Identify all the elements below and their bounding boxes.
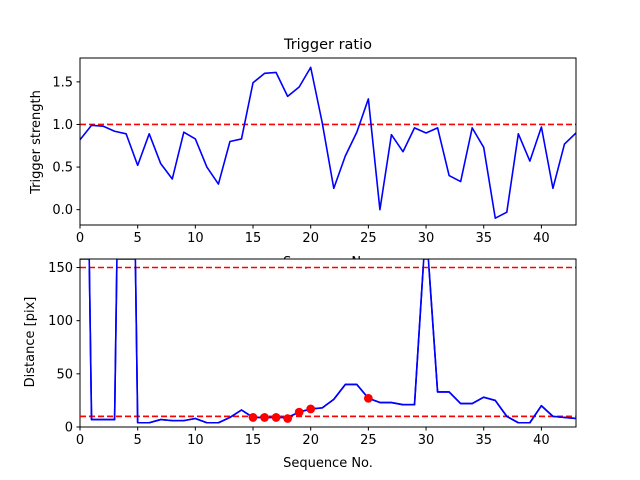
top-chart-ticks: 0 5 10 15 20 25 30 35 40 0.0 0.5 1.0 1.5 [52, 75, 549, 246]
top-chart-title: Trigger ratio [283, 37, 372, 53]
bottom-chart-x-axis-label: Sequence No. [283, 456, 373, 471]
bottom-data-point-1-overlay [260, 413, 269, 422]
bottom-data-point-2-overlay [271, 413, 281, 422]
top-chart: Trigger ratio Trigger strength 0 5 10 15 20 2… [29, 37, 577, 246]
bottom-x-tick-label-4: 20 [302, 433, 319, 448]
bottom-chart-y-axis-label: Distance [pix] [23, 297, 38, 388]
top-chart-plot-area [80, 66, 576, 219]
bottom-x-tick-label-8: 40 [533, 433, 550, 448]
top-y-tick-label-3: 1.5 [52, 75, 73, 90]
top-x-tick-label-0: 0 [76, 231, 84, 246]
bottom-chart-ticks: 0 5 10 15 20 25 30 35 40 0 50 100 150 [48, 261, 549, 448]
bottom-x-tick-label-6: 30 [418, 433, 435, 448]
top-x-tick-label-6: 30 [418, 231, 435, 246]
bottom-y-tick-label-0: 0 [65, 421, 73, 436]
bottom-x-tick-label-1: 5 [134, 433, 142, 448]
bottom-data-point-5-overlay [306, 404, 315, 414]
top-x-tick-label-1: 5 [134, 231, 142, 246]
top-chart-frame [79, 57, 577, 226]
top-y-tick-label-1: 0.5 [52, 161, 73, 176]
bottom-y-tick-label-2: 100 [48, 314, 73, 329]
top-x-tick-label-4: 20 [302, 231, 319, 246]
bottom-x-tick-label-3: 15 [245, 433, 262, 448]
bottom-data-point-0-overlay [248, 413, 258, 422]
bottom-y-tick-label-3: 150 [48, 261, 73, 276]
top-x-tick-label-2: 10 [187, 231, 204, 246]
bottom-plot-overlay [80, 259, 576, 424]
bottom-x-tick-label-2: 10 [187, 433, 204, 448]
bottom-chart-face-overlap [80, 259, 576, 269]
bottom-data-point-3-overlay [283, 414, 292, 423]
bottom-x-tick-label-0: 0 [76, 433, 84, 448]
bottom-data-point-6-overlay [364, 393, 373, 403]
bottom-data-point-4-overlay [294, 407, 304, 417]
bottom-series-line-0-overlay [80, 259, 576, 424]
bottom-x-tick-label-7: 35 [475, 433, 492, 448]
top-series-line-0 [80, 66, 576, 219]
top-x-tick-label-8: 40 [533, 231, 550, 246]
top-y-tick-label-0: 0.0 [52, 203, 73, 218]
top-x-tick-label-7: 35 [475, 231, 492, 246]
top-x-tick-label-5: 25 [360, 231, 377, 246]
top-y-tick-label-2: 1.0 [52, 118, 73, 133]
bottom-gridlines-overlay [80, 266, 576, 418]
top-x-tick-label-3: 15 [245, 231, 262, 246]
bottom-y-tick-label-1: 50 [56, 367, 73, 382]
bottom-x-tick-label-5: 25 [360, 433, 377, 448]
top-chart-y-axis-label: Trigger strength [29, 90, 44, 195]
